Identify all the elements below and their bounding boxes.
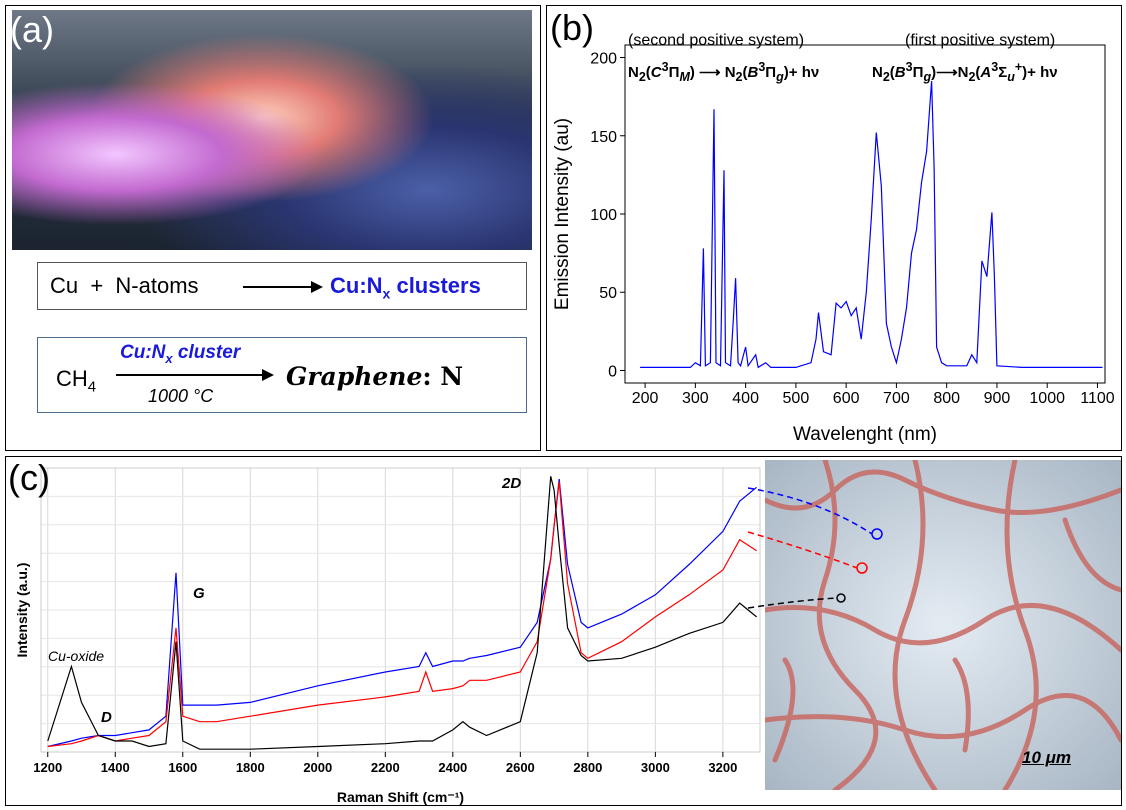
product-text: Graphene — [286, 362, 422, 391]
plot-frame — [625, 45, 1105, 383]
x-tick-label: 1600 — [168, 760, 197, 775]
connectors — [740, 470, 880, 630]
x-axis-label: Raman Shift (cm⁻¹) — [337, 789, 464, 805]
x-tick-label: 700 — [883, 390, 910, 407]
x-axis-label: Wavelenght (nm) — [793, 424, 937, 445]
reaction-box: Cu + N-atoms Cu:Nx clusters — [37, 262, 527, 310]
x-tick-label: 200 — [632, 390, 659, 407]
x-tick-label: 400 — [732, 390, 759, 407]
reactants: Cu + N-atoms — [50, 273, 199, 299]
catalyst-text: cluster — [173, 342, 241, 363]
x-tick-label: 3000 — [641, 760, 670, 775]
catalyst-text: Cu:N — [120, 342, 165, 363]
panel-label: (c) — [8, 460, 50, 496]
annotation: D — [101, 709, 112, 726]
product-text: clusters — [390, 273, 481, 298]
y-tick-label: 50 — [599, 285, 617, 302]
furnace-photo — [12, 10, 532, 250]
x-tick-label: 500 — [783, 390, 810, 407]
page: (a) Cu + N-atoms Cu:Nx clusters CH4 Cu:N… — [0, 0, 1126, 810]
product: Cu:Nx clusters — [330, 273, 481, 301]
x-tick-label: 3200 — [708, 760, 737, 775]
arrow — [116, 367, 276, 383]
annotation: G — [193, 585, 205, 602]
reactant-text: CH — [56, 366, 88, 391]
emission-chart: 200 300 400 500 600 700 800 900 1000 1100 0 50 100 15… — [546, 5, 1122, 451]
arrow — [243, 277, 323, 297]
annotation: 2D — [501, 475, 521, 492]
product: Graphene: N — [286, 362, 463, 391]
y-tick-label: 100 — [590, 207, 617, 224]
product-text: Cu:N — [330, 273, 383, 298]
x-tick-label: 900 — [984, 390, 1011, 407]
x-tick-label: 800 — [933, 390, 960, 407]
reactant: CH4 — [56, 366, 96, 395]
x-tick-label: 2200 — [371, 760, 400, 775]
scale-bar: 10 μm — [1022, 748, 1071, 768]
series-line — [640, 81, 1102, 367]
raman-chart: 1200 1400 1600 1800 2000 2200 2400 2600 2800 3000… — [5, 456, 765, 806]
panel-label: (a) — [10, 12, 54, 48]
x-tick-label: 1800 — [236, 760, 265, 775]
x-tick-label: 2000 — [303, 760, 332, 775]
catalyst: Cu:Nx cluster — [120, 342, 240, 366]
x-tick-label: 1100 — [1080, 390, 1115, 407]
subscript: x — [165, 351, 172, 366]
y-tick-label: 150 — [590, 129, 617, 146]
y-tick-label: 200 — [590, 51, 617, 68]
x-tick-label: 2600 — [506, 760, 535, 775]
y-axis-label: Intensity (a.u.) — [14, 563, 30, 658]
series-line — [48, 479, 757, 747]
product-text: : N — [422, 362, 463, 391]
x-tick-label: 1200 — [33, 760, 62, 775]
annotation: Cu-oxide — [48, 648, 104, 664]
condition: 1000 °C — [148, 386, 213, 407]
y-tick-label: 0 — [608, 363, 617, 380]
x-tick-label: 1000 — [1029, 390, 1065, 407]
reaction-box: CH4 Cu:Nx cluster 1000 °C Graphene: N — [37, 337, 527, 413]
x-tick-label: 600 — [833, 390, 860, 407]
y-axis-label: Emission Intensity (au) — [552, 118, 573, 310]
x-tick-label: 1400 — [101, 760, 130, 775]
x-tick-label: 300 — [682, 390, 709, 407]
x-tick-label: 2800 — [573, 760, 602, 775]
series-line — [48, 482, 757, 747]
x-tick-label: 2400 — [438, 760, 467, 775]
subscript: 4 — [88, 378, 96, 395]
series-line — [48, 476, 757, 749]
